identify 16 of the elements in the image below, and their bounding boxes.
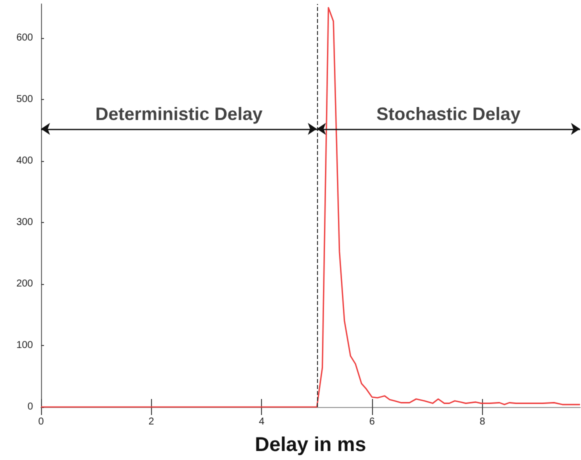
x-tick-label: 6	[369, 416, 376, 428]
y-tick-label: 100	[16, 340, 34, 351]
x-tick-label: 0	[38, 416, 44, 428]
y-tick-label: 600	[16, 32, 34, 44]
y-tick-label: 500	[16, 94, 34, 105]
line-series	[40, 7, 581, 408]
annotation: Stochastic Delay	[376, 104, 520, 124]
y-tick-label: 200	[16, 278, 34, 290]
annotation: Deterministic Delay	[95, 104, 262, 124]
x-tick-label: 4	[258, 416, 265, 428]
y-tick-label: 0	[27, 402, 34, 412]
x-axis-title: Delay in ms	[254, 434, 366, 456]
x-tick-label: 2	[148, 416, 155, 428]
y-tick-label: 300	[16, 216, 34, 228]
y-tick-label: 400	[16, 155, 34, 166]
x-tick-label: 8	[480, 416, 486, 428]
